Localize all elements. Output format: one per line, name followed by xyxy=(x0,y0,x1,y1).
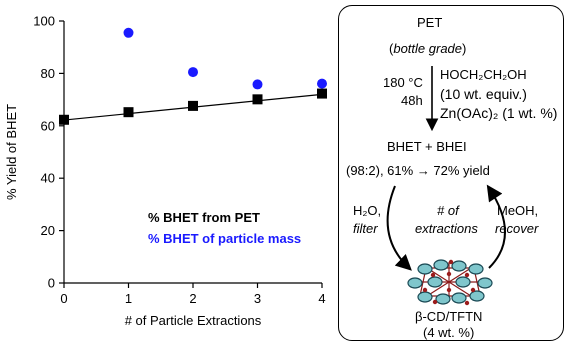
x-tick-label: 4 xyxy=(318,291,325,306)
y-tick-label: 100 xyxy=(33,14,55,29)
y-axis-label: % Yield of BHET xyxy=(4,104,19,200)
scheme-left-step-1: H₂O, xyxy=(353,203,382,218)
data-point-circle xyxy=(317,78,327,89)
chart-marks xyxy=(59,27,327,125)
data-point-square xyxy=(188,100,198,111)
scheme-reagent: HOCH₂CH₂OH xyxy=(440,67,527,82)
data-point-square xyxy=(252,94,263,105)
x-tick-label: 2 xyxy=(189,291,196,306)
legend-entry: % BHET from PET xyxy=(148,210,260,225)
left-curved-arrow xyxy=(386,185,412,271)
y-tick-label: 60 xyxy=(41,118,55,133)
data-point-square xyxy=(123,107,134,118)
y-tick-label: 0 xyxy=(48,276,55,291)
right-curved-arrow xyxy=(486,184,506,269)
x-tick-label: 0 xyxy=(60,291,67,306)
scheme-center-step-1: # of xyxy=(437,203,459,218)
chart-legend: % BHET from PET % BHET of particle mass xyxy=(148,210,301,246)
scheme-temperature: 180 °C xyxy=(383,75,423,90)
scheme-catalyst: Zn(OAc)₂ (1 wt. %) xyxy=(440,105,558,121)
scheme-center-step-2: extractions xyxy=(415,221,478,236)
scheme-arrows xyxy=(386,66,506,306)
scheme-time: 48h xyxy=(401,93,423,108)
reaction-scheme: PET (bottle grade) 180 °C 48h HOCH₂CH₂OH… xyxy=(338,5,564,341)
scheme-catalyst-loading: (4 wt. %) xyxy=(423,325,475,340)
scheme-start-note: (bottle grade) xyxy=(389,41,467,56)
scheme-start-note-text: bottle grade xyxy=(393,41,463,56)
scheme-right-step-2: recover xyxy=(495,221,539,236)
y-tick-label: 40 xyxy=(41,171,55,186)
data-point-circle xyxy=(252,79,263,90)
x-tick-label: 3 xyxy=(254,291,261,306)
y-tick-label: 20 xyxy=(41,223,55,238)
catalyst-particle-image xyxy=(407,259,493,306)
data-point-square xyxy=(59,114,69,125)
scheme-product-yield: (98:2), 61% → 72% yield xyxy=(346,163,490,178)
x-tick-label: 1 xyxy=(125,291,132,306)
scheme-right-step-1: MeOH, xyxy=(497,203,539,218)
data-point-square xyxy=(317,88,327,99)
scheme-catalyst-name: β-CD/TFTN xyxy=(415,309,483,324)
scheme-reagent-amount: (10 wt. equiv.) xyxy=(440,86,527,102)
y-tick-label: 80 xyxy=(41,66,55,81)
x-axis-label: # of Particle Extractions xyxy=(125,313,262,328)
legend-entry: % BHET of particle mass xyxy=(148,231,301,246)
data-point-circle xyxy=(123,27,134,38)
scheme-start: PET xyxy=(417,15,443,30)
scheme-left-step-2: filter xyxy=(353,221,378,236)
data-point-circle xyxy=(188,67,198,78)
scheme-product: BHET + BHEI xyxy=(387,139,467,154)
